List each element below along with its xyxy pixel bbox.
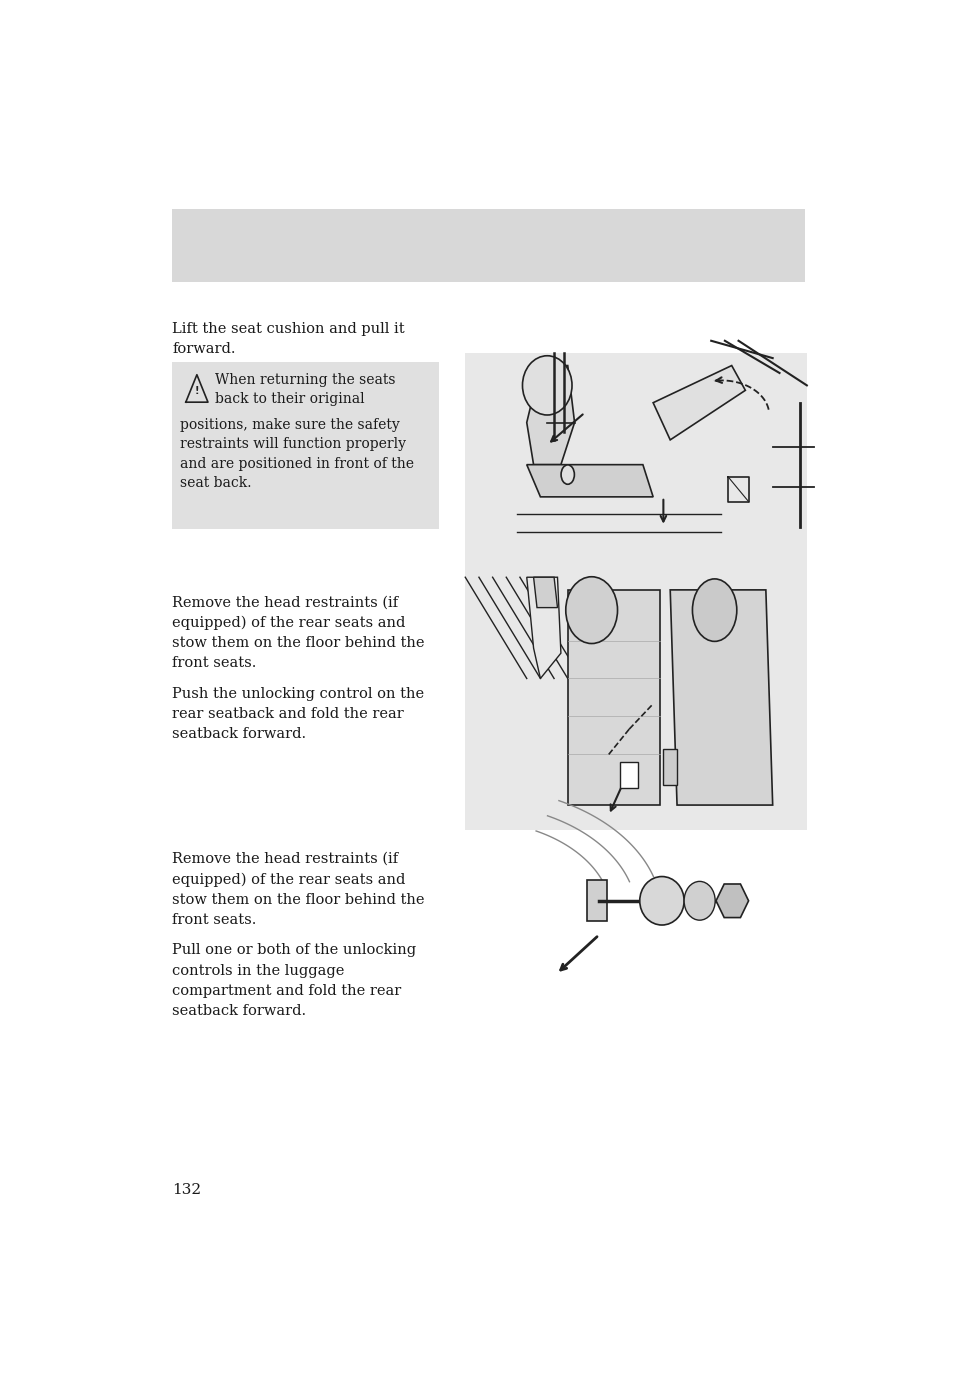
FancyBboxPatch shape — [619, 762, 638, 788]
FancyBboxPatch shape — [465, 578, 806, 831]
Polygon shape — [533, 578, 557, 607]
Polygon shape — [526, 578, 560, 679]
Polygon shape — [526, 365, 574, 464]
Text: !: ! — [194, 386, 199, 396]
Text: When returning the seats
back to their original: When returning the seats back to their o… — [214, 372, 395, 406]
Polygon shape — [567, 590, 659, 804]
Text: Remove the head restraints (if
equipped) of the rear seats and
stow them on the : Remove the head restraints (if equipped)… — [172, 596, 424, 670]
Polygon shape — [653, 365, 744, 439]
Polygon shape — [716, 884, 748, 918]
Ellipse shape — [692, 579, 736, 641]
Ellipse shape — [522, 355, 572, 416]
Polygon shape — [586, 880, 606, 921]
Text: Push the unlocking control on the
rear seatback and fold the rear
seatback forwa: Push the unlocking control on the rear s… — [172, 687, 424, 741]
FancyBboxPatch shape — [172, 362, 438, 529]
Text: Lift the seat cushion and pull it
forward.: Lift the seat cushion and pull it forwar… — [172, 322, 405, 355]
Circle shape — [560, 464, 574, 484]
Ellipse shape — [565, 576, 617, 644]
Polygon shape — [526, 464, 653, 497]
FancyBboxPatch shape — [172, 208, 804, 283]
Text: Pull one or both of the unlocking
controls in the luggage
compartment and fold t: Pull one or both of the unlocking contro… — [172, 943, 416, 1017]
FancyBboxPatch shape — [465, 353, 806, 602]
Ellipse shape — [639, 877, 683, 925]
Text: 132: 132 — [172, 1182, 201, 1196]
Polygon shape — [670, 590, 772, 804]
Text: Remove the head restraints (if
equipped) of the rear seats and
stow them on the : Remove the head restraints (if equipped)… — [172, 852, 424, 926]
Ellipse shape — [683, 881, 715, 921]
Text: positions, make sure the safety
restraints will function properly
and are positi: positions, make sure the safety restrain… — [180, 418, 414, 490]
Polygon shape — [662, 750, 677, 785]
